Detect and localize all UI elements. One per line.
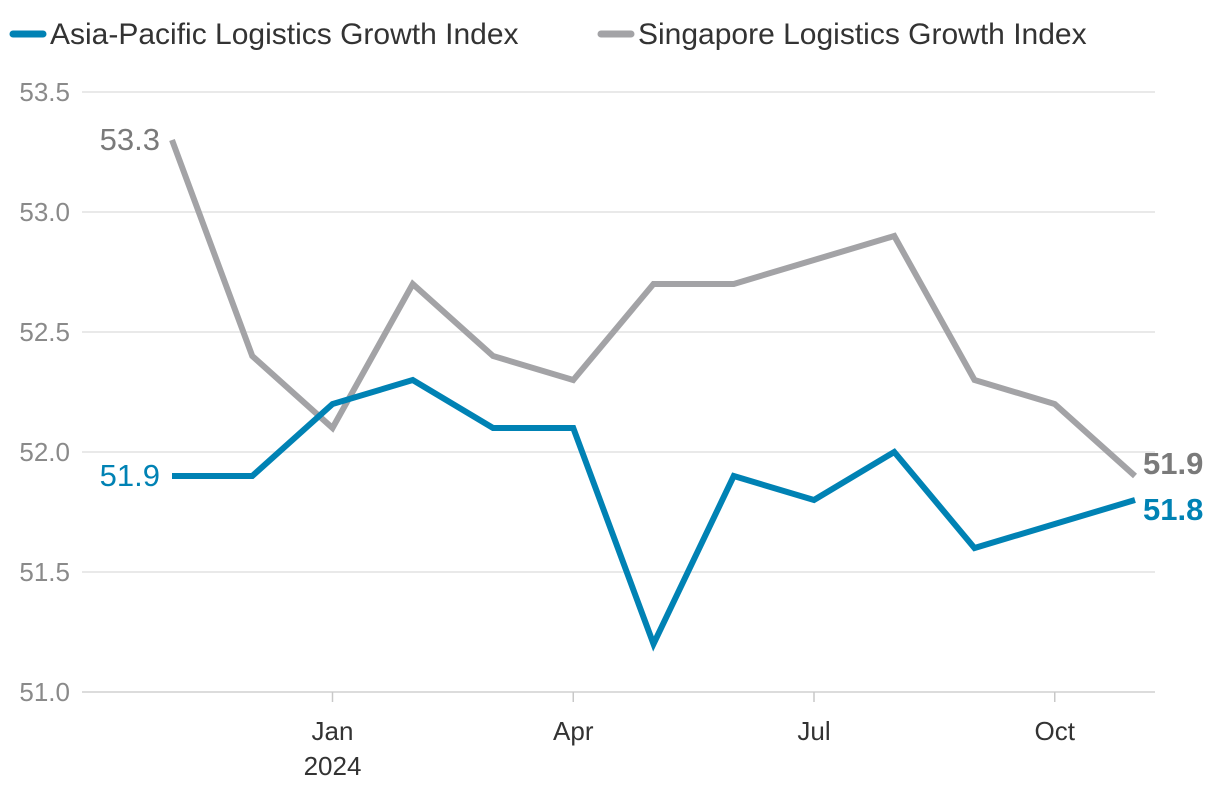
legend-label: Singapore Logistics Growth Index xyxy=(638,18,1087,51)
series-line-asia-pacific xyxy=(172,376,1136,652)
y-tick-label: 53.5 xyxy=(19,77,70,107)
legend: Asia-Pacific Logistics Growth Index Singa… xyxy=(9,18,1087,51)
y-tick-label: 52.0 xyxy=(19,437,70,467)
y-tick-label: 52.5 xyxy=(19,317,70,347)
y-tick-label: 51.5 xyxy=(19,557,70,587)
start-value-label: 53.3 xyxy=(100,122,160,157)
x-tick-label: Jul xyxy=(797,716,830,746)
end-value-label: 51.9 xyxy=(1143,446,1203,481)
x-axis: Jan 2024 Apr Jul Oct xyxy=(304,692,1076,781)
end-value-label: 51.8 xyxy=(1143,492,1203,527)
legend-label: Asia-Pacific Logistics Growth Index xyxy=(50,18,519,51)
y-axis: 51.0 51.5 52.0 52.5 53.0 53.5 xyxy=(19,77,70,707)
series-line-singapore xyxy=(169,138,1138,479)
x-tick-label: Oct xyxy=(1035,716,1076,746)
x-tick-label: Apr xyxy=(553,716,594,746)
series-lines xyxy=(169,138,1138,652)
x-tick-label: Jan xyxy=(312,716,354,746)
y-tick-label: 53.0 xyxy=(19,197,70,227)
x-tick-sublabel: 2024 xyxy=(304,751,362,781)
start-value-label: 51.9 xyxy=(100,458,160,493)
grid xyxy=(82,91,1155,693)
y-tick-label: 51.0 xyxy=(19,677,70,707)
point-labels: 51.9 51.8 53.3 51.9 xyxy=(100,122,1204,527)
